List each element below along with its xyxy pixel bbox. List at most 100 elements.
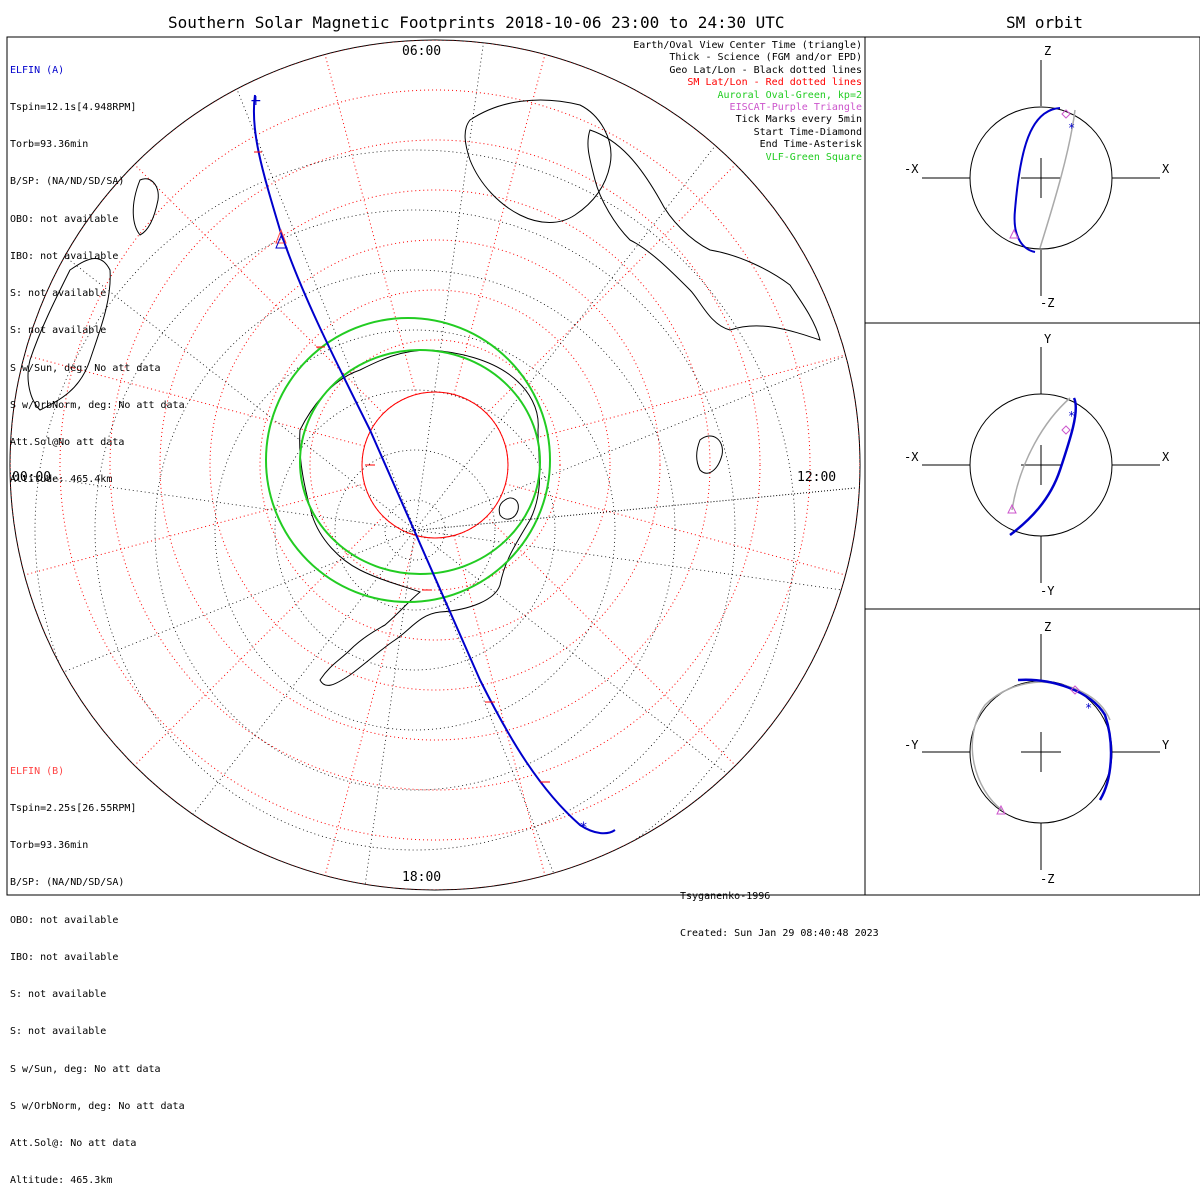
sm-meridian: [453, 49, 547, 395]
legend-item: VLF-Green Square: [765, 151, 862, 163]
sm-meridian: [486, 516, 740, 770]
sm-latitude-circle: [209, 239, 661, 691]
geo-latitude-circle: [214, 329, 616, 731]
p1-right: X: [1162, 162, 1170, 176]
end-asterisk-a: *: [580, 820, 587, 836]
sm-latitude-circle: [309, 339, 561, 591]
p1-left: -X: [904, 162, 919, 176]
orbit-path-other: [971, 681, 1111, 811]
geo-latitude-line: [399, 487, 856, 533]
start-triangle: [996, 804, 1006, 815]
p3-top: Z: [1044, 620, 1052, 634]
p1-top: Z: [1044, 44, 1052, 58]
elfin-a-line: S w/OrbNorm, deg: No att data: [10, 399, 185, 411]
sm-meridian: [486, 160, 740, 414]
geo-meridian: [414, 40, 513, 531]
start-triangle: [1009, 228, 1019, 239]
elfin-b-name: ELFIN (B): [10, 765, 65, 777]
geo-meridian: [317, 529, 416, 890]
elfin-b-line: Torb=93.36min: [10, 840, 89, 852]
sm-latitude-circle: [259, 289, 611, 641]
geo-latitude-circle: [154, 269, 676, 791]
legend-item: Thick - Science (FGM and/or EPD): [669, 52, 862, 64]
elfin-b-line: S: not available: [10, 1026, 107, 1038]
p2-top: Y: [1044, 332, 1052, 346]
sm-meridian: [323, 49, 417, 395]
elfin-a-track: [252, 94, 616, 835]
geo-meridian: [152, 40, 416, 531]
orbit-path-other: [1039, 109, 1076, 249]
sm-meridian: [453, 535, 547, 881]
legend-item: Auroral Oval-Green, kp=2: [717, 89, 863, 101]
orbit-panel-xy: *: [922, 347, 1160, 583]
orbit-frame: [864, 36, 1200, 896]
p3-left: -Y: [904, 738, 919, 752]
legend-item: Geo Lat/Lon - Black dotted lines: [669, 64, 862, 76]
p3-bottom: -Z: [1040, 872, 1055, 886]
orbit-title: SM orbit: [1006, 13, 1084, 32]
label-12: 12:00: [797, 470, 837, 485]
sm-latitude-circle: [109, 139, 761, 791]
view-center-triangle-a: [275, 234, 288, 249]
geo-latitude-circle: [34, 149, 796, 890]
elfin-b-line: IBO: not available: [10, 951, 119, 963]
orbit-panel-yz: *: [922, 634, 1160, 870]
sm-latitude-circle: [159, 189, 711, 741]
geo-meridian: [414, 267, 860, 531]
geo-meridian: [10, 529, 416, 890]
elfin-b-line: Tspin=2.25s[26.55RPM]: [10, 803, 137, 815]
map-title: Southern Solar Magnetic Footprints 2018-…: [168, 13, 785, 32]
sm-meridian: [130, 160, 384, 414]
geo-meridian: [10, 529, 416, 793]
geo-latitude-circle: [384, 499, 446, 561]
p1-bottom: -Z: [1040, 296, 1055, 310]
label-00: 00:00: [12, 470, 52, 485]
elfin-b-line: S w/OrbNorm, deg: No att data: [10, 1100, 185, 1112]
elfin-a-line: S: not available: [10, 325, 107, 337]
geo-meridian: [414, 40, 847, 531]
orbit-path-a: [1017, 678, 1113, 801]
orbit-panel-xz: *: [922, 60, 1160, 296]
start-triangle: [1007, 503, 1017, 514]
label-06: 06:00: [402, 44, 442, 59]
elfin-b-line: Att.Sol@: No att data: [10, 1138, 137, 1149]
australia-coast: [464, 99, 612, 223]
legend-item: End Time-Asterisk: [759, 139, 862, 151]
auroral-oval-outer: [265, 317, 551, 603]
legend-item: SM Lat/Lon - Red dotted lines: [687, 77, 862, 89]
geo-meridian: [414, 529, 678, 890]
sm-latitude-circle: [59, 89, 811, 841]
new-zealand-coast: [696, 435, 723, 474]
sm-grid: [10, 40, 860, 890]
elfin-b-line: S: not available: [10, 989, 107, 1001]
elfin-b-line: OBO: not available: [10, 914, 119, 926]
elfin-a-line: Att.Sol@No att data: [10, 437, 125, 448]
p3-right: Y: [1162, 738, 1170, 752]
coastlines: [27, 99, 821, 686]
label-18: 18:00: [402, 870, 442, 885]
view-center-triangle-b: [275, 228, 287, 244]
sm-meridian: [19, 353, 365, 447]
geo-latitude-circle: [274, 389, 556, 671]
sm-latitude-circle: [361, 391, 509, 539]
orbit-path-other: [1011, 397, 1071, 511]
elfin-a-info: ELFIN (A) Tspin=12.1s[4.948RPM] Torb=93.…: [10, 40, 185, 499]
auroral-oval-inner: [299, 349, 541, 575]
model-name: Tsyganenko-1996: [680, 890, 771, 902]
orbit-path-a: [1013, 107, 1061, 253]
sm-polar-circle: [361, 391, 509, 539]
island-coast: [498, 497, 519, 520]
geo-grid: [10, 40, 860, 890]
elfin-a-line: Tspin=12.1s[4.948RPM]: [10, 102, 137, 114]
elfin-b-line: Altitude: 465.3km: [10, 1175, 113, 1187]
sm-meridian: [130, 516, 384, 770]
south-america-coast: [587, 129, 821, 341]
sm-meridian: [505, 353, 851, 447]
geo-meridian: [10, 432, 416, 531]
legend-item: Start Time-Diamond: [753, 126, 862, 138]
footprint-figure: + * * *: [6, 36, 1200, 896]
elfin-a-line: OBO: not available: [10, 213, 119, 225]
p2-right: X: [1162, 450, 1170, 464]
legend-item: Tick Marks every 5min: [735, 114, 862, 126]
elfin-a-line: S: not available: [10, 288, 107, 300]
